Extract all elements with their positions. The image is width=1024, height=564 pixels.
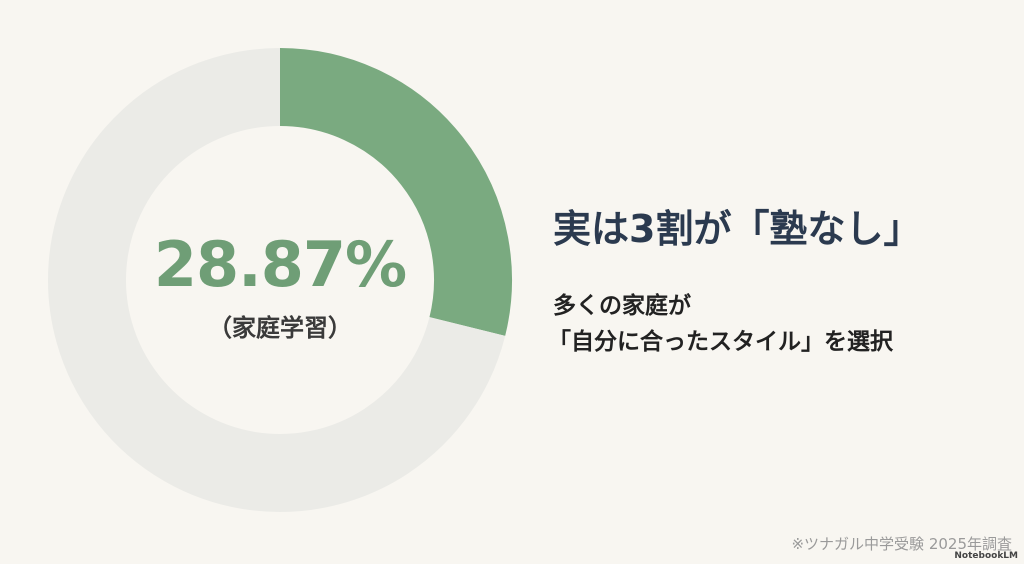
subtext-line-1: 多くの家庭が <box>553 293 691 319</box>
donut-chart <box>48 48 512 512</box>
donut-slice-home-study <box>279 48 512 336</box>
center-value: 28.87% <box>153 228 407 301</box>
donut-slice-remainder <box>48 48 506 512</box>
headline: 実は3割が「塾なし」 <box>553 207 922 251</box>
subtext-line-2: 「自分に合ったスタイル」を選択 <box>548 329 893 355</box>
source-note: ※ツナガル中学受験 2025年調査 <box>791 535 1012 553</box>
brand-watermark: NotebookLM <box>954 551 1018 561</box>
center-label: （家庭学習） <box>208 314 352 342</box>
